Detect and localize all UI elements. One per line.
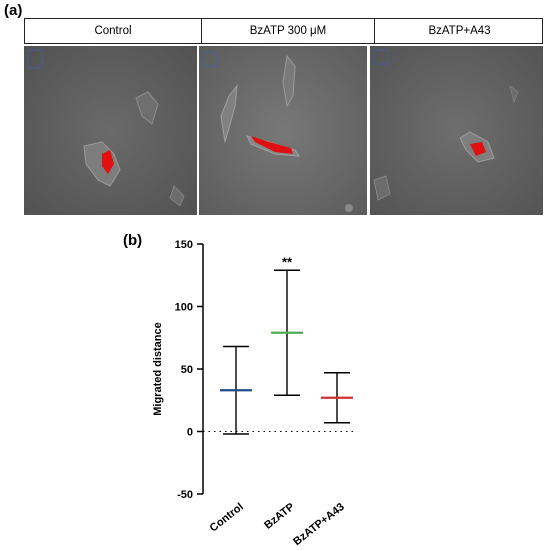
y-tick-label: 0 xyxy=(187,427,193,439)
x-tick-label-bzatp-a43: BzATP+A43 xyxy=(291,501,347,548)
x-tick-label-bzatp: BzATP xyxy=(262,501,297,532)
y-tick-label: 100 xyxy=(175,302,193,314)
header-control: Control xyxy=(94,25,132,37)
panel-a-label: (a) xyxy=(4,2,23,19)
header-bzatp: BzATP 300 μM xyxy=(201,19,374,43)
significance-marker: ** xyxy=(282,254,293,269)
y-tick-label: 50 xyxy=(181,364,193,376)
micrograph-control xyxy=(24,46,197,215)
y-tick-label: -50 xyxy=(177,489,193,501)
micrograph-bzatp-a43 xyxy=(370,46,543,215)
x-tick-label-control: Control xyxy=(208,501,246,535)
panel-b-label: (b) xyxy=(123,232,143,249)
cell-stain-bzatp-a43 xyxy=(470,142,486,156)
cell-stain-control xyxy=(102,150,114,174)
y-tick-label: 150 xyxy=(175,239,193,251)
cell-stain-bzatp xyxy=(251,136,293,154)
condition-header: Control BzATP 300 μM BzATP+A43 xyxy=(24,18,543,44)
y-axis-label: Migrated distance xyxy=(152,322,164,416)
micrograph-bzatp xyxy=(199,46,367,215)
header-bzatp-a43: BzATP+A43 xyxy=(374,19,544,43)
